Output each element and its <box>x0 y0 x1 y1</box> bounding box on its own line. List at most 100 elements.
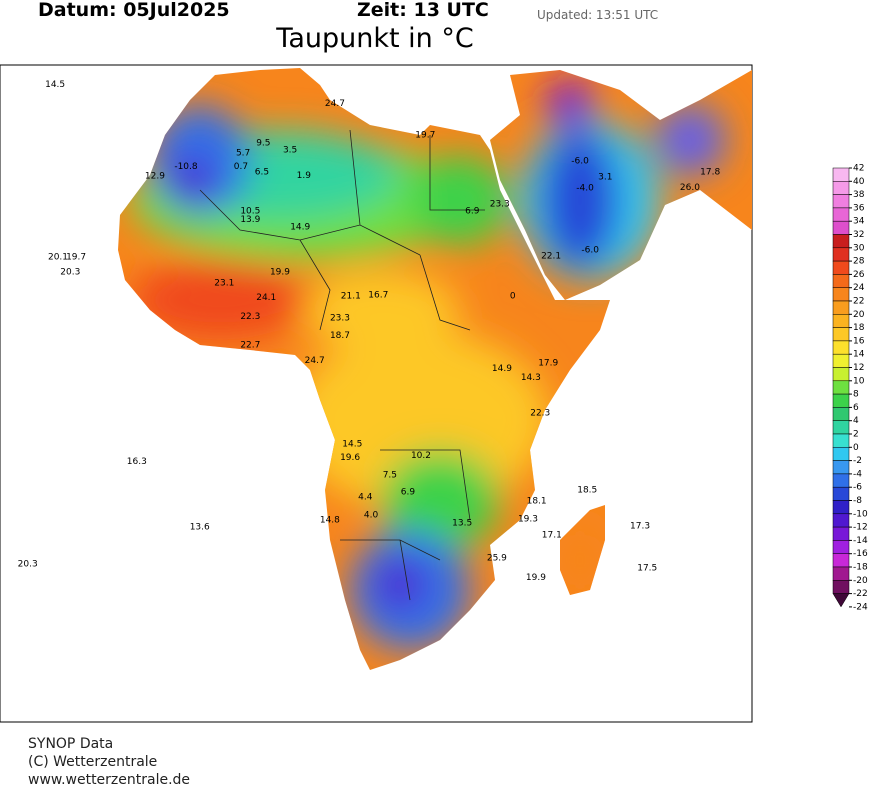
colorbar-label: 36 <box>853 203 865 213</box>
station-value: 16.3 <box>127 457 147 467</box>
colorbar-band <box>832 181 850 195</box>
station-value: 6.9 <box>401 488 416 498</box>
colorbar-label: 10 <box>853 376 865 386</box>
colorbar-band <box>832 460 850 475</box>
updated: Updated: 13:51 UTC <box>537 8 658 22</box>
station-value: 18.7 <box>330 331 350 341</box>
station-value: 5.7 <box>236 149 250 159</box>
colorbar-band <box>832 486 850 501</box>
colorbar-band <box>832 540 850 554</box>
station-value: 3.1 <box>598 172 612 182</box>
station-value: 17.1 <box>542 530 562 540</box>
colorbar-band <box>832 433 850 448</box>
colorbar-band <box>832 380 850 395</box>
colorbar-label: 32 <box>853 230 864 240</box>
station-value: 23.1 <box>214 279 234 289</box>
footer-line: SYNOP Data <box>28 736 113 752</box>
station-value: 22.1 <box>541 252 561 262</box>
station-value: 26.0 <box>680 183 700 193</box>
colorbar-band <box>832 420 850 435</box>
station-value: 19.7 <box>415 130 435 140</box>
colorbar-label: -8 <box>853 496 862 506</box>
colorbar-label: -18 <box>853 563 868 573</box>
colorbar-band <box>832 234 850 249</box>
map-title: Taupunkt in °C <box>275 23 473 54</box>
colorbar-label: -20 <box>853 576 868 586</box>
colorbar-label: 30 <box>853 243 865 253</box>
station-value: 24.7 <box>325 99 345 109</box>
station-value: 19.7 <box>66 252 86 262</box>
station-value: 24.7 <box>305 356 325 366</box>
colorbar-band <box>832 220 850 235</box>
station-value: 4.4 <box>358 492 373 502</box>
colorbar-band <box>832 593 850 608</box>
colorbar-label: 6 <box>853 403 859 413</box>
station-value: 7.5 <box>383 470 397 480</box>
colorbar-band <box>832 393 850 408</box>
station-value: 17.3 <box>630 522 650 532</box>
colorbar-label: -14 <box>853 536 868 546</box>
station-value: 13.9 <box>240 215 260 225</box>
colorbar-label: 4 <box>853 416 859 426</box>
colorbar-band <box>832 167 850 182</box>
colorbar-band <box>832 473 850 488</box>
station-value: 17.8 <box>700 168 720 178</box>
station-value: 14.9 <box>492 364 512 374</box>
colorbar-band <box>832 300 850 315</box>
station-value: 14.8 <box>320 515 340 525</box>
colorbar-label: 20 <box>853 310 865 320</box>
footer-line: (C) Wetterzentrale <box>28 754 157 770</box>
colorbar-label: -22 <box>853 589 868 599</box>
colorbar-band <box>832 314 850 328</box>
colorbar-label: -12 <box>853 523 868 533</box>
station-value: 20.3 <box>60 268 80 278</box>
station-value: 22.7 <box>240 340 260 350</box>
station-value: 20.3 <box>18 560 38 570</box>
colorbar-label: -16 <box>853 549 868 559</box>
station-value: 6.9 <box>465 207 480 217</box>
colorbar-label: 22 <box>853 297 864 307</box>
station-value: 0 <box>510 291 516 301</box>
colorbar-label: 12 <box>853 363 864 373</box>
colorbar-label: -4 <box>853 469 862 479</box>
station-value: 25.9 <box>487 553 507 563</box>
station-value: 0.7 <box>234 162 248 172</box>
colorbar-label: -24 <box>853 602 868 612</box>
colorbar-label: 18 <box>853 323 865 333</box>
station-value: 6.5 <box>255 168 269 178</box>
station-value: 23.3 <box>330 313 350 323</box>
colorbar-band <box>832 367 850 382</box>
colorbar-band <box>832 513 850 528</box>
colorbar-band <box>832 340 850 355</box>
colorbar-label: -2 <box>853 456 862 466</box>
colorbar-band <box>832 327 850 342</box>
station-value: 18.1 <box>527 496 547 506</box>
station-value: 1.9 <box>297 171 312 181</box>
station-value: 13.6 <box>190 523 210 533</box>
colorbar-label: 14 <box>853 350 865 360</box>
station-value: 13.5 <box>452 519 472 529</box>
station-value: 12.9 <box>145 172 165 182</box>
colorbar-band <box>832 553 850 568</box>
colorbar-band <box>832 580 850 594</box>
time: Zeit: 13 UTC <box>357 0 489 21</box>
station-value: 19.3 <box>518 515 538 525</box>
station-value: 4.0 <box>364 511 379 521</box>
station-value: 24.1 <box>256 293 276 303</box>
station-labels: 14.520.119.720.316.313.620.312.9-10.824.… <box>18 80 721 583</box>
colorbar-label: 34 <box>853 217 865 227</box>
station-value: 14.5 <box>342 439 362 449</box>
station-value: 17.9 <box>538 359 558 369</box>
colorbar-label: -10 <box>853 509 868 519</box>
colorbar-label: 0 <box>853 443 859 453</box>
colorbar-band <box>832 447 850 461</box>
station-value: 19.6 <box>340 453 360 463</box>
colorbar-band <box>832 407 850 421</box>
colorbar-label: 16 <box>853 336 865 346</box>
colorbar-band <box>832 500 850 515</box>
colorbar-band <box>832 274 850 288</box>
colorbar-band <box>832 247 850 262</box>
station-value: -10.8 <box>174 162 198 172</box>
station-value: 18.5 <box>577 485 597 495</box>
